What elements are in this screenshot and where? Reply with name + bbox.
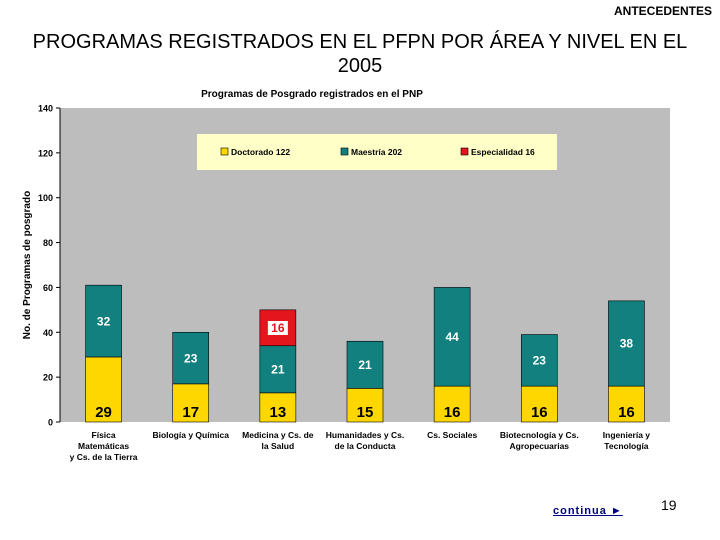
x-category-label: Física — [92, 430, 116, 440]
data-label: 23 — [184, 351, 198, 365]
y-tick-label: 20 — [43, 373, 53, 383]
y-tick-label: 140 — [38, 104, 53, 114]
y-tick-label: 120 — [38, 148, 53, 158]
slide-title: PROGRAMAS REGISTRADOS EN EL PFPN POR ÁRE… — [32, 31, 688, 77]
bar-segment — [520, 334, 558, 387]
x-category-label: Matemáticas — [78, 441, 129, 451]
y-tick-label: 0 — [48, 418, 53, 428]
data-label-box — [267, 321, 288, 335]
bars — [85, 284, 645, 423]
y-tick-label: 100 — [38, 193, 53, 203]
data-label: 16 — [531, 404, 548, 421]
x-category-label: Humanidades y Cs. — [326, 430, 404, 440]
x-category-label: de la Conducta — [335, 441, 396, 451]
legend: Doctorado 122 Maestría 202 Especialidad 16 — [197, 134, 557, 170]
y-tick-label: 40 — [43, 328, 53, 338]
legend-label: Doctorado 122 — [231, 147, 290, 157]
data-label: 32 — [97, 314, 111, 328]
x-category-label: Ingeniería y — [603, 430, 651, 440]
data-labels: 29 32 17 23 13 21 16 15 21 16 44 16 23 16 38 — [95, 314, 635, 421]
bar-segment — [608, 300, 645, 387]
header-tag: ANTECEDENTES — [613, 4, 712, 18]
legend-label: Maestría 202 — [351, 147, 402, 157]
x-category-label: Biología y Química — [152, 430, 229, 440]
data-label: 21 — [271, 362, 285, 376]
legend-swatch — [220, 147, 229, 156]
stacked-bar-chart: Programas de Posgrado registrados en el … — [22, 89, 670, 462]
continue-link[interactable]: continua ► — [553, 505, 623, 517]
data-label: 16 — [618, 404, 635, 421]
data-label: 15 — [357, 404, 374, 421]
x-category-label: Biotecnología y Cs. — [500, 430, 579, 440]
bar-segment — [433, 385, 471, 423]
chart-title: Programas de Posgrado registrados en el … — [201, 89, 423, 100]
bar-segment — [346, 340, 384, 389]
data-label: 16 — [271, 321, 285, 335]
data-label: 38 — [620, 337, 634, 351]
bar-segment — [433, 287, 471, 387]
bar-segment — [259, 392, 297, 423]
data-label: 44 — [445, 330, 459, 344]
bar-segment — [85, 356, 122, 423]
legend-swatch — [460, 147, 469, 156]
data-label: 16 — [444, 404, 461, 421]
bar-segment — [608, 385, 645, 423]
y-tick-label: 60 — [43, 283, 53, 293]
y-axis: 0 20 40 60 80 100 120 140 — [38, 104, 61, 428]
page-number: 19 — [661, 497, 677, 513]
y-tick-label: 80 — [43, 238, 53, 248]
data-label: 21 — [358, 358, 372, 372]
data-label: 23 — [533, 354, 547, 368]
legend-label: Especialidad 16 — [471, 147, 535, 157]
data-label: 13 — [270, 404, 287, 421]
legend-swatch — [340, 147, 349, 156]
y-axis-label: No. de Programas de posgrado — [22, 191, 33, 339]
x-category-label: la Salud — [262, 441, 295, 451]
x-category-label: Cs. Sociales — [427, 430, 477, 440]
data-label: 29 — [95, 404, 112, 421]
legend-box — [197, 134, 557, 170]
bar-segment — [346, 388, 384, 423]
x-category-label: Medicina y Cs. de — [242, 430, 314, 440]
x-category-label: Agropecuarias — [510, 441, 570, 451]
x-category-label: Tecnología — [604, 441, 649, 451]
bar-segment — [259, 345, 297, 394]
bar-segment — [172, 331, 210, 385]
bar-segment — [85, 284, 122, 358]
bar-segment — [520, 385, 558, 423]
data-label: 17 — [182, 404, 199, 421]
x-category-label: y Cs. de la Tierra — [70, 452, 138, 462]
